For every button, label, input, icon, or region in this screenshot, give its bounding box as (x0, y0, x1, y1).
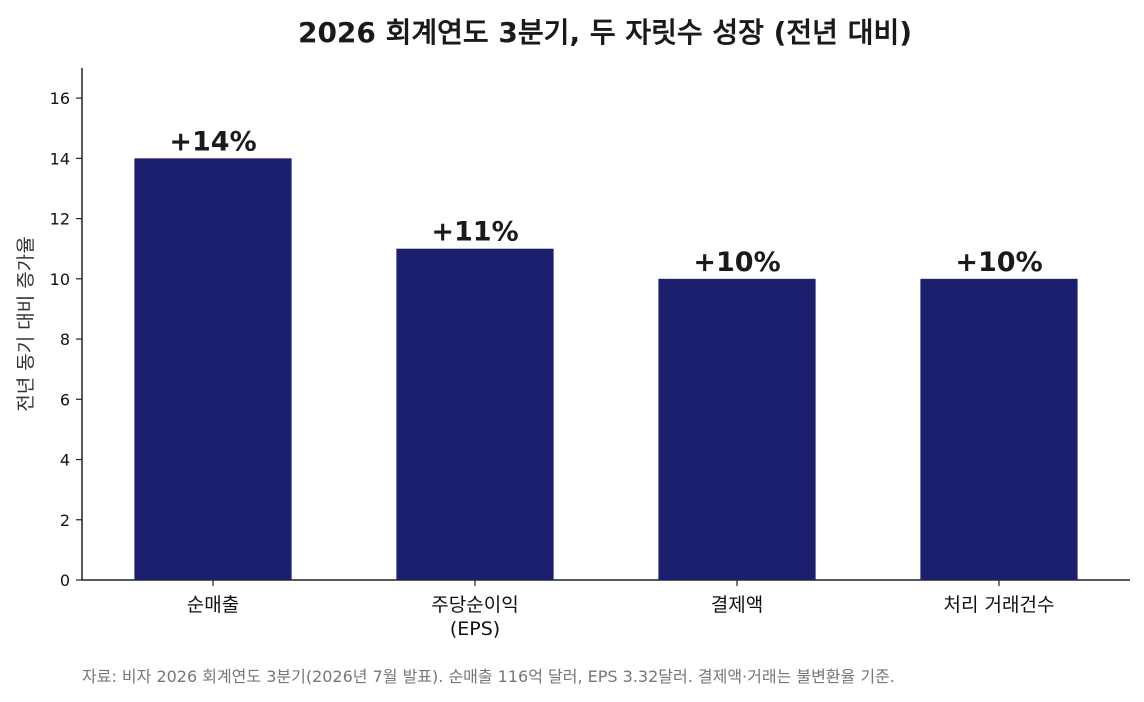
y-tick-label: 2 (60, 511, 70, 530)
x-tick-label: (EPS) (450, 618, 500, 640)
x-tick-label: 처리 거래건수 (944, 594, 1055, 616)
bar-value-label: +10% (955, 247, 1042, 278)
y-tick-label: 8 (60, 330, 70, 349)
x-tick-label: 주당순이익 (431, 594, 518, 616)
bar (396, 248, 554, 581)
y-tick-label: 0 (60, 571, 70, 590)
y-tick-label: 12 (50, 210, 70, 229)
y-tick-label: 16 (50, 89, 70, 108)
bar (920, 278, 1078, 580)
y-tick-label: 10 (50, 270, 70, 289)
chart-title: 2026 회계연도 3분기, 두 자릿수 성장 (전년 대비) (298, 16, 912, 49)
y-tick-label: 4 (60, 451, 70, 470)
x-tick-label: 결제액 (711, 594, 763, 616)
bar-value-label: +10% (693, 247, 780, 278)
source-note: 자료: 비자 2026 회계연도 3분기(2026년 7월 발표). 순매출 1… (82, 667, 895, 686)
bar-value-label: +11% (431, 217, 518, 248)
bar (134, 158, 292, 580)
bar-value-label: +14% (169, 126, 256, 157)
y-tick-label: 14 (50, 149, 70, 168)
y-tick-label: 6 (60, 390, 70, 409)
data-labels: +14% +11% +10% +10% (169, 126, 1042, 277)
bars (134, 158, 1078, 581)
x-tick-label: 순매출 (187, 594, 239, 616)
x-tick-labels: 순매출 주당순이익(EPS) 결제액 처리 거래건수 (187, 580, 1055, 640)
y-tick-labels: 0 2 4 6 8 10 12 14 16 (50, 89, 82, 590)
y-axis-label: 전년 동기 대비 증가율 (15, 236, 37, 411)
bar (658, 278, 816, 580)
